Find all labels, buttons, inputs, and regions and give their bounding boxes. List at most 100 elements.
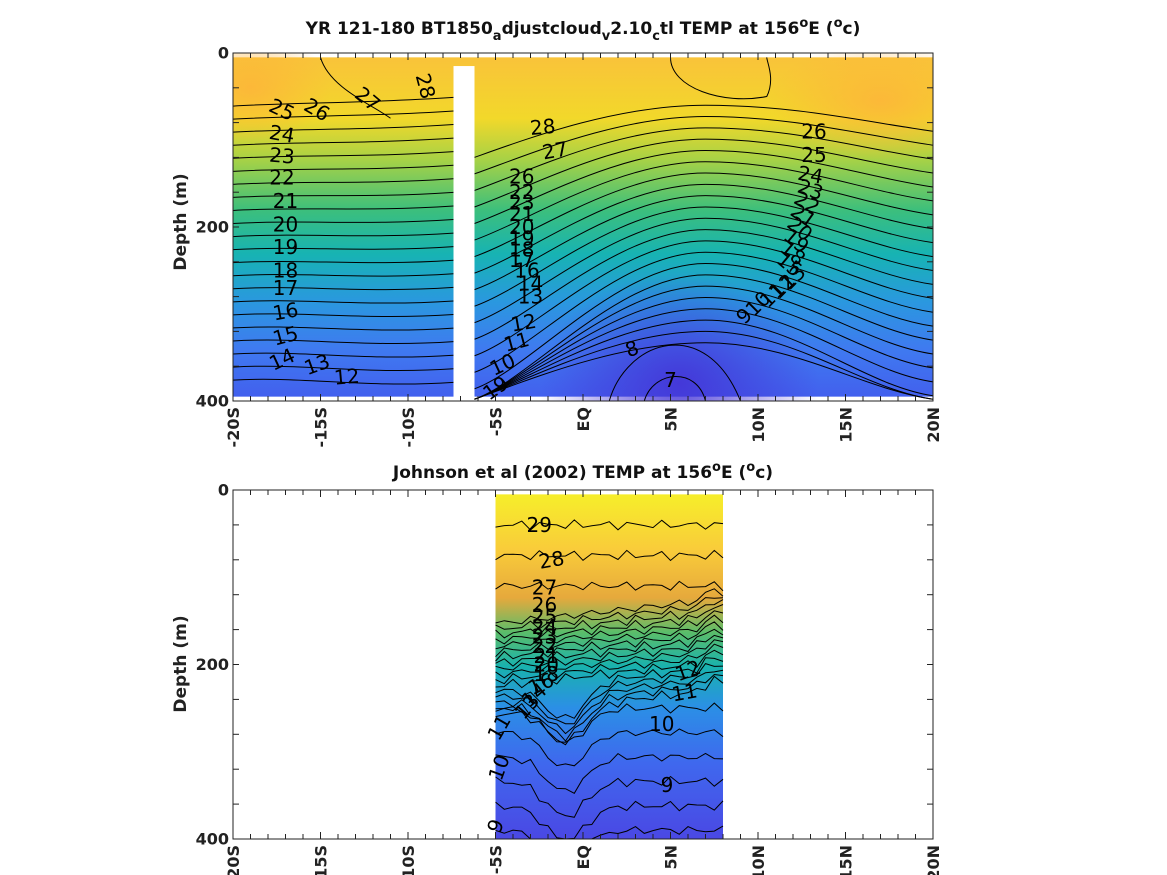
contour-line	[233, 191, 454, 198]
contour-label: 16	[271, 297, 300, 325]
contour-line	[495, 621, 724, 662]
contour-line	[233, 365, 454, 372]
contour-line	[233, 205, 454, 211]
contour-line	[474, 104, 933, 158]
model-chart-title: YR 121-180 BT1850adjustcloudv2.10ctl TEM…	[305, 16, 861, 44]
title-fragment: c)	[843, 19, 861, 39]
contour-line	[233, 96, 454, 107]
contour-line	[495, 610, 724, 650]
contour-label: 21	[534, 644, 559, 668]
contour-line	[495, 614, 724, 658]
contour-label: 23	[268, 143, 295, 169]
contour-line	[495, 604, 724, 645]
title-fragment: v	[602, 29, 611, 44]
contour-label: 23	[509, 191, 534, 215]
contour-label: 12	[333, 364, 360, 390]
contour-label: 21	[273, 189, 298, 213]
title-fragment: o	[834, 16, 843, 31]
contour-line	[474, 285, 933, 400]
y-tick-label: 200	[196, 218, 229, 237]
x-tick-label: 15N	[837, 407, 856, 443]
x-tick-label: -5S	[487, 845, 506, 874]
contour-label: 19	[273, 235, 298, 259]
title-fragment: djustcloud	[502, 19, 602, 39]
contour-line	[670, 57, 772, 100]
contour-label: 11	[670, 678, 699, 706]
contour-label: 29	[527, 513, 552, 537]
x-tick-label: 15N	[837, 845, 856, 875]
contour-label: 27	[540, 136, 569, 164]
y-tick-label: 200	[196, 655, 229, 674]
contour-label: 22	[509, 180, 534, 204]
title-fragment: o	[746, 460, 755, 475]
obs-field-fill	[495, 494, 723, 839]
contour-label: 26	[532, 593, 557, 617]
contour-line	[233, 219, 454, 225]
contour-label: 9	[661, 773, 674, 797]
contour-line	[495, 580, 724, 592]
x-tick-label: 20N	[924, 407, 943, 443]
contour-line	[495, 702, 724, 743]
contour-label: 25	[532, 605, 557, 629]
contour-label: 26	[801, 119, 826, 143]
x-tick-label: 10N	[749, 407, 768, 443]
contour-line	[474, 308, 933, 400]
contour-line	[495, 663, 724, 725]
contour-label: 17	[509, 248, 534, 272]
contour-line	[474, 274, 933, 400]
contour-label: 12	[509, 309, 538, 337]
missing-data-gap	[453, 66, 475, 401]
contour-label: 20	[509, 215, 534, 239]
title-fragment: c)	[755, 463, 773, 483]
contour-label: 23	[532, 625, 557, 649]
x-tick-label: 20N	[924, 845, 943, 875]
contour-line	[474, 229, 933, 340]
contour-line	[474, 183, 933, 274]
contour-label: 24	[796, 161, 825, 189]
title-fragment: E (	[721, 463, 746, 483]
contour-label: 25	[801, 143, 826, 167]
contour-line	[495, 519, 724, 531]
contour-line	[474, 240, 933, 357]
title-fragment: 2.10	[610, 19, 652, 39]
contour-line	[474, 296, 933, 400]
contour-line	[495, 728, 724, 767]
contour-line	[643, 376, 706, 401]
title-fragment: YR 121-180 BT1850	[305, 19, 493, 39]
contour-label: 10	[649, 712, 674, 736]
contour-label: 22	[532, 634, 557, 658]
contour-label: 17	[273, 276, 298, 300]
x-tick-label: 5N	[662, 845, 681, 870]
contour-label: 7	[664, 368, 677, 392]
contour-label: 18	[509, 238, 534, 262]
contour-line	[233, 151, 454, 159]
obs-x-axis: 20S 15S 10S -5S EQ 5N 10N 15N 20N	[224, 490, 943, 875]
contour-label: 19	[509, 226, 534, 250]
warm-region-left	[233, 53, 331, 143]
x-tick-label: 20S	[224, 845, 243, 875]
contour-line	[495, 669, 724, 735]
contour-line	[474, 319, 933, 400]
contour-line	[495, 657, 724, 719]
contour-line	[495, 825, 724, 839]
x-tick-label: -5S	[487, 407, 506, 436]
model-y-axis-label: Depth (m)	[171, 173, 191, 270]
contour-line	[495, 800, 724, 839]
contour-line	[233, 286, 454, 291]
x-tick-label: -10S	[399, 407, 418, 447]
contour-line	[233, 352, 454, 358]
contour-line	[474, 172, 933, 258]
title-fragment: o	[712, 460, 721, 475]
y-tick-label: 0	[218, 44, 229, 63]
contour-line	[474, 116, 933, 175]
contour-label: 13	[518, 285, 543, 309]
contour-line	[495, 634, 724, 671]
model-panel: YR 121-180 BT1850adjustcloudv2.10ctl TEM…	[171, 16, 943, 448]
contour-line	[474, 195, 933, 291]
x-tick-label: 10N	[749, 845, 768, 875]
x-tick-label: 10S	[399, 845, 418, 875]
contour-label: 20	[273, 212, 298, 236]
